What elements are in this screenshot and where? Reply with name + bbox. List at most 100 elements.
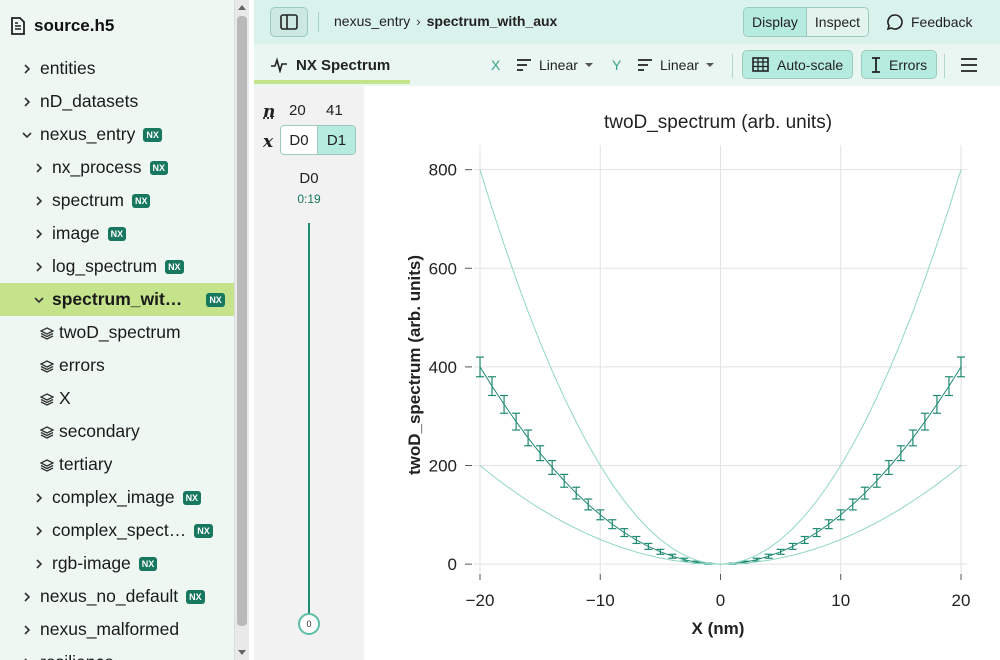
x-dimension-toggle: D0 D1	[280, 125, 356, 155]
dim-d1-button[interactable]: D1	[318, 126, 355, 154]
chevron-right-icon	[36, 228, 43, 239]
tree-item[interactable]: nD_datasets	[0, 85, 234, 118]
slider-range-label: 0:19	[297, 192, 321, 206]
dataset-stack-icon	[40, 392, 54, 406]
tree-item[interactable]: tertiary	[0, 448, 234, 481]
dims-size-symbol: n	[263, 102, 276, 122]
slicing-slider-track[interactable]	[308, 223, 310, 616]
tree-item[interactable]: nx_process NX	[0, 151, 234, 184]
chevron-right-icon	[24, 591, 31, 602]
x-scale-select[interactable]: Linear	[516, 57, 593, 73]
chevron-down-icon	[584, 63, 593, 67]
tree-item[interactable]: resilience	[0, 646, 234, 660]
chevron-right-icon	[36, 525, 43, 536]
inspect-mode-button[interactable]: Inspect	[806, 8, 869, 36]
visualization-toolbar: NX Spectrum X Linear Y Linear Auto-scale…	[254, 44, 1000, 86]
nx-badge: NX	[206, 292, 225, 307]
tree-item[interactable]: complex_image NX	[0, 481, 234, 514]
slider-dimension-label: D0	[299, 170, 319, 187]
tree-item[interactable]: errors	[0, 349, 234, 382]
x-tick-label: −20	[466, 591, 495, 610]
autoscale-button[interactable]: Auto-scale	[742, 50, 854, 79]
scrollbar-thumb[interactable]	[237, 16, 247, 626]
errors-label: Errors	[889, 56, 928, 73]
x-tick-label: 10	[831, 591, 850, 610]
chevron-right-icon	[36, 195, 43, 206]
tree-item[interactable]: nexus_entry NX	[0, 118, 234, 151]
tree-item[interactable]: image NX	[0, 217, 234, 250]
dataset-stack-icon	[40, 326, 54, 340]
scroll-down-icon[interactable]	[238, 650, 246, 655]
chevron-down-icon	[34, 296, 44, 303]
file-tree: entities nD_datasets nexus_entry NX nx_proce…	[0, 52, 234, 660]
nx-badge: NX	[165, 259, 184, 274]
chevron-right-icon	[36, 261, 43, 272]
grid	[474, 145, 967, 574]
table-scale-icon	[752, 57, 769, 72]
tree-item[interactable]: secondary	[0, 415, 234, 448]
tree-item[interactable]: entities	[0, 52, 234, 85]
file-header: source.h5	[0, 0, 234, 52]
sidebar-toggle-icon	[280, 14, 298, 30]
y-tick-label: 600	[429, 259, 457, 278]
tree-item[interactable]: spectrum NX	[0, 184, 234, 217]
dim-size-d1: 41	[326, 102, 343, 119]
tree-item[interactable]: nexus_no_default NX	[0, 580, 234, 613]
tree-item-label: entities	[40, 58, 96, 78]
scroll-up-icon[interactable]	[238, 5, 246, 10]
dataset-stack-icon	[40, 458, 54, 472]
plot-area[interactable]: −20 −10 0 10 20 0 200 400 600 800 twoD_spectrum (…	[364, 86, 1000, 660]
file-icon	[11, 17, 25, 35]
tree-item[interactable]: rgb-image NX	[0, 547, 234, 580]
mode-toggle: Display Inspect	[743, 7, 870, 37]
dataset-stack-icon	[40, 425, 54, 439]
tree-item[interactable]: spectrum_wit… NX	[0, 283, 234, 316]
chevron-right-icon	[36, 558, 43, 569]
y-tick-label: 400	[429, 358, 457, 377]
series-line	[479, 465, 962, 565]
nx-badge: NX	[138, 556, 158, 571]
x-axis-title: X (nm)	[692, 619, 745, 638]
feedback-button[interactable]: Feedback	[886, 13, 972, 31]
tree-item[interactable]: nexus_malformed	[0, 613, 234, 646]
tree-item-label: twoD_spectrum	[59, 322, 181, 342]
x-scale-value: Linear	[539, 57, 578, 73]
chevron-right-icon	[24, 63, 31, 74]
tab-label: NX Spectrum	[296, 56, 391, 74]
breadcrumb-parent[interactable]: nexus_entry	[334, 13, 411, 29]
tree-item-label: resilience	[40, 652, 114, 660]
y-scale-value: Linear	[660, 57, 699, 73]
tree-item-label: spectrum_wit…	[52, 289, 183, 309]
feedback-label: Feedback	[911, 14, 973, 30]
line-chart-icon	[271, 57, 287, 73]
tree-item-label: complex_spect…	[52, 520, 187, 540]
tree-item-label: X	[59, 388, 71, 408]
tree-item[interactable]: log_spectrum NX	[0, 250, 234, 283]
sidebar-scrollbar[interactable]	[234, 0, 249, 660]
slicing-slider-thumb[interactable]: 0	[298, 613, 320, 635]
breadcrumb: nexus_entry › spectrum_with_aux	[334, 13, 557, 29]
tree-item[interactable]: twoD_spectrum	[0, 316, 234, 349]
sort-lines-icon	[517, 59, 531, 71]
hamburger-menu-icon[interactable]	[960, 57, 978, 73]
sidebar-toggle-button[interactable]	[270, 7, 308, 37]
errors-button[interactable]: Errors	[861, 50, 938, 79]
x-axis-symbol: x	[263, 132, 274, 152]
nx-badge: NX	[186, 589, 205, 604]
active-tab-indicator	[254, 80, 410, 84]
y-scale-select[interactable]: Linear	[637, 57, 714, 73]
error-bar-icon	[872, 56, 880, 73]
autoscale-label: Auto-scale	[777, 56, 844, 73]
chevron-down-icon	[705, 63, 714, 67]
nx-badge: NX	[182, 490, 202, 505]
tree-item[interactable]: X	[0, 382, 234, 415]
series-layer	[476, 169, 965, 565]
topbar-divider	[318, 12, 319, 32]
tab-nx-spectrum[interactable]: NX Spectrum	[254, 44, 410, 86]
tree-item-label: complex_image	[52, 487, 175, 507]
dim-d0-button[interactable]: D0	[281, 126, 318, 154]
chevron-right-icon	[24, 624, 31, 635]
tree-item[interactable]: complex_spect… NX	[0, 514, 234, 547]
display-mode-button[interactable]: Display	[744, 8, 807, 36]
